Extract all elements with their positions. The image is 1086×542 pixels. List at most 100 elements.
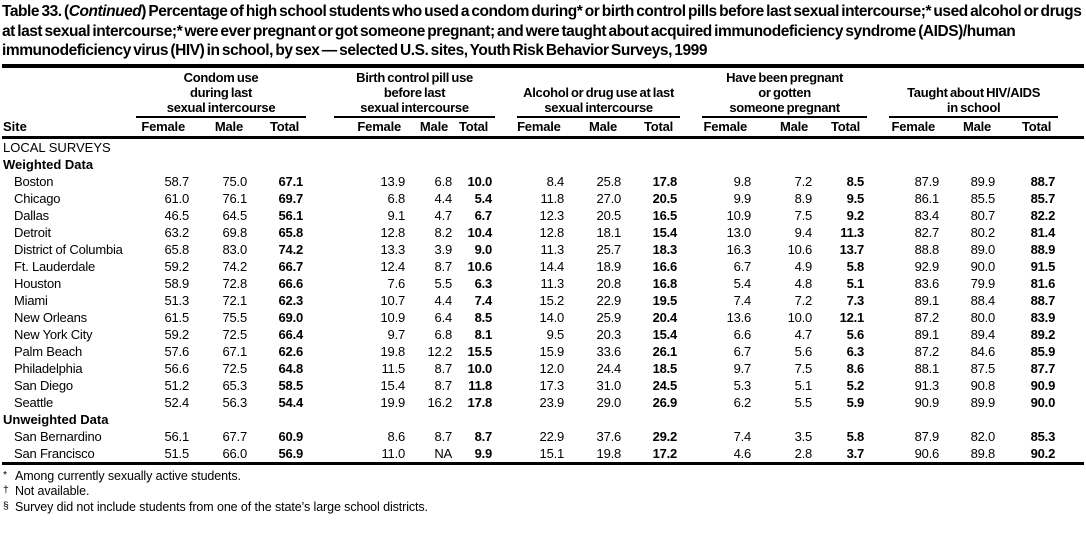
value-cell: 9.2 xyxy=(846,207,865,223)
value-cell: 9.1 xyxy=(387,207,406,223)
column-spacer xyxy=(680,343,702,360)
value-cell: 86.1 xyxy=(914,190,940,206)
footnotes: * Among currently sexually active student… xyxy=(2,465,1084,516)
value-cell: 59.2 xyxy=(164,258,189,274)
sub-header-row: Female Male Total Female Male Total Fema… xyxy=(2,116,1084,139)
value-cell: 82.0 xyxy=(970,428,996,444)
column-spacer xyxy=(495,275,517,292)
value-cell: 65.3 xyxy=(222,377,247,393)
table-page: Table 33. (Continued) Percentage of high… xyxy=(2,3,1085,516)
value-cell: 90.6 xyxy=(889,444,943,465)
value-cell: 3.5 xyxy=(794,428,813,444)
table-row: New Orleans 61.5 75.5 69.0 10.9 6.4 8.5 14.0 25.… xyxy=(2,309,1084,326)
value-cell: 8.6 xyxy=(846,360,865,376)
value-cell: 51.3 xyxy=(164,292,189,308)
column-spacer xyxy=(1058,190,1084,207)
value-cell: 18.3 xyxy=(652,241,678,257)
value-cell: 25.7 xyxy=(596,241,622,257)
table-row: Detroit 63.2 69.8 65.8 12.8 8.2 10.4 12.8 18.1 15… xyxy=(2,224,1084,241)
table-row: New York City 59.2 72.5 66.4 9.7 6.8 8.1 9.5 20.… xyxy=(2,326,1084,343)
site-cell: Detroit xyxy=(14,224,51,240)
footnote-section: § Survey did not include students from on… xyxy=(3,500,1084,516)
value-cell: 11.8 xyxy=(468,377,493,393)
column-spacer xyxy=(867,241,889,258)
value-cell: 69.0 xyxy=(278,309,304,325)
value-cell: 87.9 xyxy=(914,173,940,189)
value-cell: 66.4 xyxy=(278,326,304,342)
value-cell: 26.9 xyxy=(652,394,678,410)
table-row: San Bernardino 56.1 67.7 60.9 8.6 8.7 8.7 22.9 3… xyxy=(2,428,1084,445)
group-title-line: sexual intercourse xyxy=(544,99,653,115)
value-cell: 8.7 xyxy=(474,428,493,444)
column-spacer xyxy=(1058,326,1084,343)
value-cell: 5.6 xyxy=(846,326,865,342)
column-spacer xyxy=(495,292,517,309)
column-spacer xyxy=(1058,173,1084,190)
value-cell: 11.0 xyxy=(334,444,409,465)
value-cell: 4.7 xyxy=(434,207,453,223)
value-cell: 82.7 xyxy=(914,224,940,240)
value-cell: 18.5 xyxy=(652,360,678,376)
value-cell: 6.7 xyxy=(733,258,752,274)
column-spacer xyxy=(306,173,334,190)
value-cell: 5.5 xyxy=(794,394,813,410)
value-cell: 12.3 xyxy=(539,207,565,223)
value-cell: 64.8 xyxy=(278,360,304,376)
group-title-line: Taught about HIV/AIDS xyxy=(907,84,1041,100)
value-cell: 66.6 xyxy=(278,275,304,291)
value-cell: 87.9 xyxy=(914,428,940,444)
table-row: Chicago 61.0 76.1 69.7 6.8 4.4 5.4 11.8 27.0 20.5… xyxy=(2,190,1084,207)
col-header-male: Male xyxy=(754,116,816,139)
value-cell: 58.9 xyxy=(164,275,189,291)
value-cell: 62.3 xyxy=(278,292,304,308)
value-cell: 13.9 xyxy=(380,173,406,189)
column-spacer xyxy=(306,224,334,241)
value-cell: 24.4 xyxy=(596,360,622,376)
column-spacer xyxy=(495,207,517,224)
group-title-line: sexual intercourse xyxy=(166,99,276,115)
column-spacer xyxy=(867,207,889,224)
column-spacer xyxy=(1058,377,1084,394)
value-cell: 89.2 xyxy=(1030,326,1056,342)
value-cell: 89.9 xyxy=(970,173,996,189)
value-cell: 16.8 xyxy=(652,275,678,291)
value-cell: 46.5 xyxy=(164,207,189,223)
column-spacer xyxy=(1058,360,1084,377)
value-cell: 59.2 xyxy=(164,326,189,342)
value-cell: 4.6 xyxy=(702,444,755,465)
value-cell: 74.2 xyxy=(222,258,247,274)
value-cell: 16.2 xyxy=(427,394,453,410)
value-cell: 5.1 xyxy=(846,275,865,291)
column-spacer xyxy=(680,360,702,377)
value-cell: 25.8 xyxy=(596,173,622,189)
value-cell: 5.1 xyxy=(794,377,813,393)
value-cell: 7.3 xyxy=(846,292,865,308)
site-cell: Palm Beach xyxy=(14,343,83,359)
value-cell: 85.3 xyxy=(1030,428,1056,444)
footnote-text: Survey did not include students from one… xyxy=(15,499,428,514)
value-cell: 4.7 xyxy=(794,326,813,342)
value-cell: 31.0 xyxy=(596,377,622,393)
group-header-taught-hiv-aids: Taught about HIV/AIDS in school xyxy=(889,69,1059,118)
site-cell: Ft. Lauderdale xyxy=(14,258,96,274)
group-title-line: or gotten xyxy=(758,84,811,100)
column-spacer xyxy=(495,343,517,360)
value-cell: 9.9 xyxy=(455,444,496,465)
group-header-condom-use: Condom use during last sexual intercours… xyxy=(136,69,307,118)
value-cell: 91.3 xyxy=(914,377,940,393)
value-cell: 56.3 xyxy=(222,394,247,410)
value-cell: 9.4 xyxy=(794,224,813,240)
value-cell: 10.0 xyxy=(787,309,813,325)
value-cell: 4.4 xyxy=(434,190,453,206)
column-spacer xyxy=(306,241,334,258)
value-cell: 72.1 xyxy=(222,292,247,308)
section-label: LOCAL SURVEYS xyxy=(3,139,111,155)
value-cell: 81.6 xyxy=(1030,275,1056,291)
group-title-line: Alcohol or drug use at last xyxy=(523,84,675,100)
value-cell: 88.7 xyxy=(1030,292,1056,308)
title-prefix: Table 33. ( xyxy=(2,3,69,20)
value-cell: 51.2 xyxy=(164,377,189,393)
value-cell: 9.9 xyxy=(733,190,752,206)
col-header-total: Total xyxy=(455,116,496,139)
value-cell: 37.6 xyxy=(596,428,622,444)
